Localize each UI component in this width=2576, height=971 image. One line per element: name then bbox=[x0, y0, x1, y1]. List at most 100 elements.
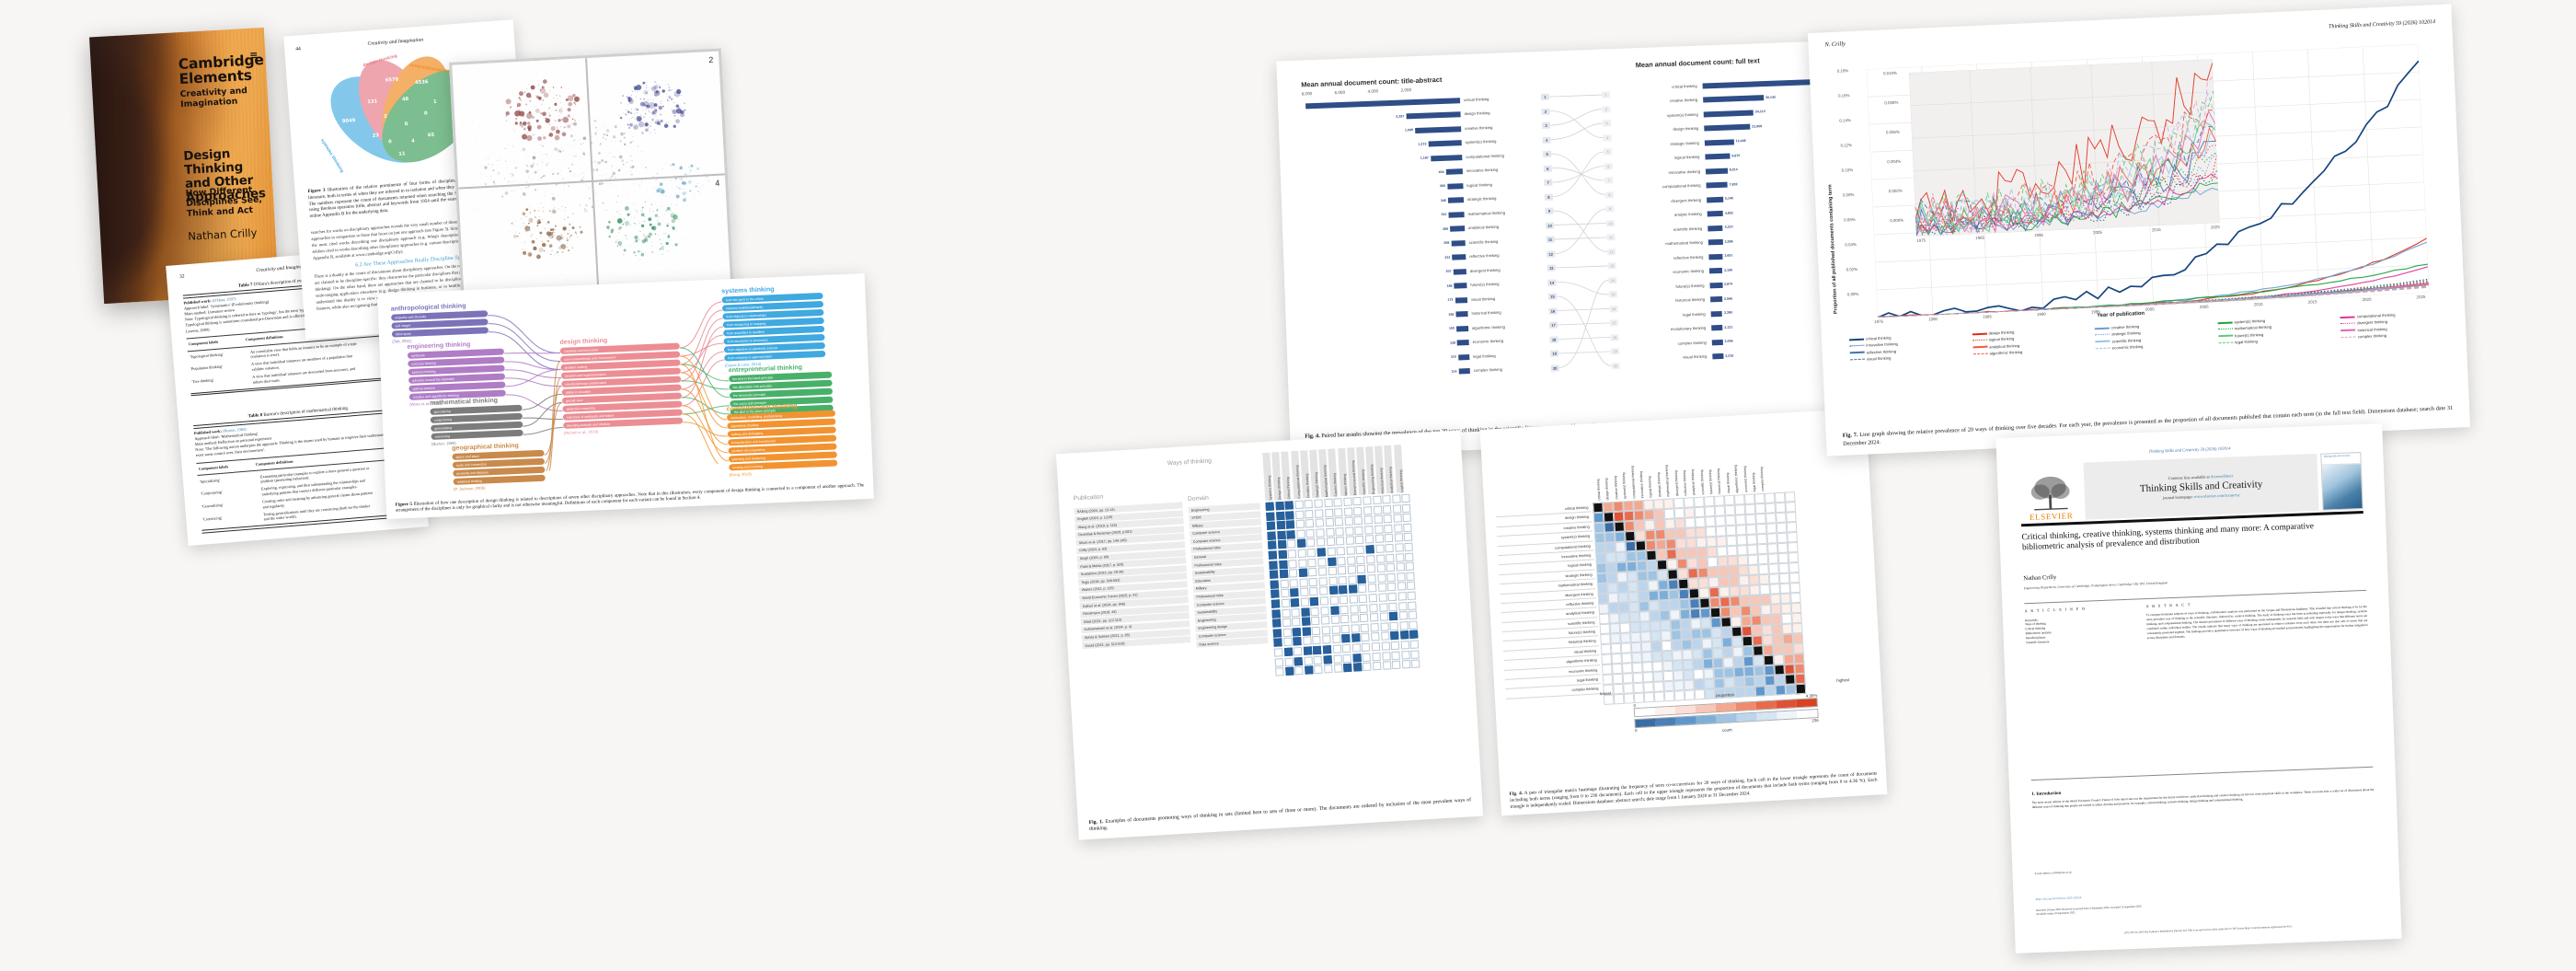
heatmap-cell[interactable] bbox=[1650, 620, 1662, 632]
heatmap-cell[interactable] bbox=[1654, 528, 1666, 540]
heatmap-cell[interactable] bbox=[1714, 505, 1726, 516]
heatmap-cell[interactable] bbox=[1761, 614, 1772, 626]
figure1-matrix-cell[interactable] bbox=[1379, 612, 1388, 621]
figure1-matrix-cell[interactable] bbox=[1363, 662, 1372, 672]
figure1-matrix-cell[interactable] bbox=[1288, 559, 1297, 569]
heatmap-cell[interactable] bbox=[1669, 599, 1680, 610]
heatmap-cell[interactable] bbox=[1649, 600, 1660, 612]
figure1-matrix-cell[interactable] bbox=[1343, 507, 1353, 516]
figure1-matrix-cell[interactable] bbox=[1324, 665, 1333, 674]
figure1-matrix-cell[interactable] bbox=[1393, 514, 1402, 523]
heatmap-cell[interactable] bbox=[1616, 572, 1628, 583]
figure1-matrix-cell[interactable] bbox=[1346, 555, 1356, 565]
figure1-matrix-cell[interactable] bbox=[1295, 519, 1305, 529]
heatmap-cell[interactable] bbox=[1757, 553, 1769, 565]
figure1-matrix-cell[interactable] bbox=[1294, 646, 1303, 656]
figure1-matrix-cell[interactable] bbox=[1332, 644, 1341, 653]
heatmap-cell[interactable] bbox=[1771, 614, 1782, 625]
figure1-matrix-cell[interactable] bbox=[1334, 507, 1343, 517]
figure1-matrix-cell[interactable] bbox=[1297, 559, 1307, 568]
heatmap-cell[interactable] bbox=[1665, 538, 1677, 549]
figure1-matrix-cell[interactable] bbox=[1298, 568, 1308, 578]
heatmap-cell[interactable] bbox=[1602, 674, 1614, 686]
figure1-matrix-cell[interactable] bbox=[1388, 611, 1398, 621]
figure1-matrix-cell[interactable] bbox=[1319, 596, 1329, 606]
figure1-matrix-cell[interactable] bbox=[1340, 605, 1349, 614]
heatmap-cell[interactable] bbox=[1679, 598, 1690, 610]
figure1-matrix-cell[interactable] bbox=[1311, 616, 1320, 626]
heatmap-cell[interactable] bbox=[1597, 593, 1609, 605]
figure1-matrix-cell[interactable] bbox=[1327, 557, 1337, 566]
figure1-matrix-cell[interactable] bbox=[1287, 539, 1296, 549]
heatmap-cell[interactable] bbox=[1713, 667, 1725, 679]
figure1-matrix-cell[interactable] bbox=[1304, 665, 1314, 675]
heatmap-cell[interactable] bbox=[1758, 573, 1770, 585]
figure1-matrix-cell[interactable] bbox=[1382, 504, 1392, 514]
figure1-matrix-cell[interactable] bbox=[1353, 506, 1363, 515]
heatmap-cell[interactable] bbox=[1722, 647, 1733, 658]
figure1-matrix-cell[interactable] bbox=[1409, 610, 1418, 620]
figure1-matrix-cell[interactable] bbox=[1369, 613, 1379, 622]
heatmap-cell[interactable] bbox=[1729, 585, 1741, 597]
heatmap-cell[interactable] bbox=[1630, 642, 1642, 653]
figure1-matrix-cell[interactable] bbox=[1326, 538, 1335, 547]
heatmap-cell[interactable] bbox=[1784, 491, 1796, 503]
heatmap-cell[interactable] bbox=[1673, 507, 1685, 519]
figure1-matrix-cell[interactable] bbox=[1365, 545, 1374, 554]
figure1-matrix-cell[interactable] bbox=[1356, 555, 1365, 564]
heatmap-cell[interactable] bbox=[1642, 671, 1654, 683]
heatmap-cell[interactable] bbox=[1600, 643, 1612, 655]
heatmap-cell[interactable] bbox=[1598, 603, 1609, 615]
heatmap-cell[interactable] bbox=[1685, 538, 1697, 549]
heatmap-cell[interactable] bbox=[1750, 595, 1761, 606]
figure1-matrix-cell[interactable] bbox=[1282, 637, 1293, 647]
heatmap-cell[interactable] bbox=[1745, 514, 1756, 526]
figure1-matrix-cell[interactable] bbox=[1308, 567, 1317, 577]
heatmap-cell[interactable] bbox=[1629, 621, 1641, 633]
article-doi[interactable]: https://doi.org/10.1016/j.tsc.2025.10201… bbox=[2035, 896, 2082, 901]
heatmap-cell[interactable] bbox=[1671, 630, 1682, 641]
heatmap-cell[interactable] bbox=[1612, 663, 1623, 675]
figure1-matrix-cell[interactable] bbox=[1374, 514, 1383, 525]
heatmap-cell[interactable] bbox=[1678, 588, 1690, 600]
heatmap-cell[interactable] bbox=[1738, 574, 1750, 586]
figure1-matrix-cell[interactable] bbox=[1271, 599, 1281, 608]
figure1-matrix-cell[interactable] bbox=[1302, 636, 1312, 646]
heatmap-cell[interactable] bbox=[1616, 551, 1627, 562]
heatmap-cell[interactable] bbox=[1725, 514, 1736, 526]
figure1-matrix-cell[interactable] bbox=[1304, 499, 1314, 509]
figure1-matrix-cell[interactable] bbox=[1395, 543, 1404, 552]
figure1-matrix-cell[interactable] bbox=[1286, 529, 1296, 539]
heatmap-cell[interactable] bbox=[1674, 517, 1685, 529]
figure1-matrix-cell[interactable] bbox=[1370, 632, 1380, 642]
heatmap-cell[interactable] bbox=[1711, 637, 1723, 649]
heatmap-cell[interactable] bbox=[1656, 559, 1668, 571]
heatmap-cell[interactable] bbox=[1753, 645, 1764, 656]
figure1-matrix-cell[interactable] bbox=[1325, 527, 1335, 537]
figure1-matrix-cell[interactable] bbox=[1267, 531, 1276, 540]
figure1-matrix-cell[interactable] bbox=[1276, 521, 1285, 530]
figure1-matrix-cell[interactable] bbox=[1380, 631, 1390, 642]
figure1-matrix-cell[interactable] bbox=[1322, 635, 1331, 644]
figure1-matrix-cell[interactable] bbox=[1392, 503, 1402, 514]
figure1-matrix-cell[interactable] bbox=[1363, 496, 1372, 505]
heatmap-cell[interactable] bbox=[1681, 639, 1693, 651]
figure1-matrix-cell[interactable] bbox=[1317, 567, 1328, 576]
heatmap-cell[interactable] bbox=[1622, 673, 1634, 684]
heatmap-cell[interactable] bbox=[1740, 605, 1752, 617]
heatmap-cell[interactable] bbox=[1598, 613, 1610, 625]
figure1-matrix-cell[interactable] bbox=[1335, 537, 1345, 546]
figure1-matrix-cell[interactable] bbox=[1274, 657, 1284, 667]
heatmap-cell[interactable] bbox=[1615, 541, 1627, 553]
heatmap-cell[interactable] bbox=[1595, 552, 1606, 564]
heatmap-cell[interactable] bbox=[1677, 578, 1689, 590]
heatmap-cell[interactable] bbox=[1743, 665, 1755, 677]
figure1-matrix-cell[interactable] bbox=[1296, 529, 1305, 538]
heatmap-cell[interactable] bbox=[1699, 597, 1710, 608]
figure1-matrix-cell[interactable] bbox=[1366, 564, 1376, 573]
figure1-matrix-cell[interactable] bbox=[1373, 505, 1382, 514]
figure1-matrix-cell[interactable] bbox=[1271, 589, 1280, 599]
heatmap-cell[interactable] bbox=[1740, 595, 1751, 607]
heatmap-cell[interactable] bbox=[1631, 662, 1643, 674]
figure1-matrix-cell[interactable] bbox=[1285, 510, 1294, 520]
